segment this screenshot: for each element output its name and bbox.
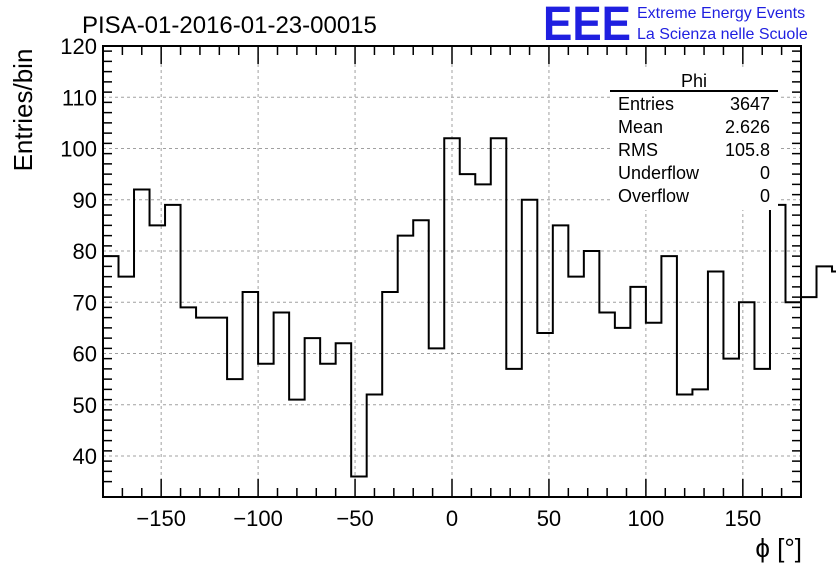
axes-frame — [102, 45, 802, 498]
y-tick-label: 60 — [73, 342, 97, 367]
histogram-bin — [770, 205, 786, 497]
stats-box-background — [610, 70, 778, 210]
histogram-bin — [320, 364, 336, 497]
x-tick-label: −100 — [233, 506, 283, 531]
histogram-bin — [289, 400, 305, 497]
stats-row-value: 0 — [760, 186, 770, 206]
stats-row-label: Underflow — [618, 163, 700, 183]
histogram-bin — [212, 318, 228, 497]
x-tick-label: −50 — [336, 506, 373, 531]
logo-line-1: Extreme Energy Events — [637, 5, 805, 22]
histogram-bin — [723, 359, 739, 497]
histogram-bin — [460, 174, 476, 497]
tick-labels: 40 50 60 70 80 90 100 110 120 −150 −100 −50 0 50 100 15… — [60, 34, 761, 531]
histogram-bin — [661, 256, 677, 497]
chart-title: PISA-01-2016-01-23-00015 — [82, 12, 377, 39]
histogram-bin — [429, 348, 445, 497]
histogram-bin — [475, 184, 491, 497]
histogram-bin — [196, 318, 212, 497]
eee-logo: EEE Extreme Energy Events La Scienza nel… — [543, 0, 808, 51]
stats-box: Phi Entries 3647 Mean 2.626 RMS 105.8 Underflo… — [610, 70, 778, 210]
histogram-bin — [739, 302, 755, 497]
histogram-bin — [382, 292, 398, 497]
y-tick-label: 90 — [73, 188, 97, 213]
eee-logo-mark: EEE — [543, 0, 631, 51]
histogram-bin — [258, 364, 274, 497]
histogram-bin — [351, 477, 367, 498]
histogram-bin — [165, 205, 181, 497]
y-axis-label: Entries/bin — [8, 49, 38, 172]
histogram-bin — [568, 277, 584, 497]
stats-box-name: Phi — [681, 71, 707, 91]
x-tick-label: −150 — [136, 506, 186, 531]
y-tick-label: 100 — [60, 137, 97, 162]
histogram-bin — [630, 287, 646, 497]
histogram-bin — [506, 369, 522, 497]
stats-box-rows: Entries 3647 Mean 2.626 RMS 105.8 Underflow 0 Ov… — [618, 94, 770, 206]
histogram-bin — [119, 277, 135, 497]
histogram-bin — [708, 272, 724, 498]
histogram-bin — [227, 379, 243, 497]
histogram-bin — [692, 389, 708, 497]
histogram-bin — [646, 323, 662, 497]
y-tick-label: 80 — [73, 239, 97, 264]
stats-row-value: 3647 — [730, 94, 770, 114]
stats-row-value: 105.8 — [725, 140, 770, 160]
stats-row-label: RMS — [618, 140, 658, 160]
histogram-bin — [677, 395, 693, 498]
y-tick-label: 120 — [60, 34, 97, 59]
stats-row-label: Mean — [618, 117, 663, 137]
histogram-bin — [522, 200, 538, 497]
stats-row-value: 2.626 — [725, 117, 770, 137]
histogram-bin — [754, 369, 770, 497]
histogram-bin — [413, 220, 429, 497]
histogram-bin — [181, 307, 197, 497]
histogram-bin — [243, 292, 259, 497]
histogram-bin — [336, 343, 352, 497]
x-axis-label: ϕ [°] — [755, 533, 802, 563]
stats-row-label: Overflow — [618, 186, 690, 206]
logo-line-2: La Scienza nelle Scuole — [637, 26, 808, 43]
x-tick-label: 100 — [628, 506, 665, 531]
histogram-bin — [615, 328, 631, 497]
y-tick-label: 50 — [73, 393, 97, 418]
x-tick-label: 0 — [446, 506, 458, 531]
histogram-bin — [491, 138, 507, 497]
y-tick-label: 110 — [62, 85, 97, 110]
histogram-bin — [367, 395, 383, 498]
histogram-bars — [103, 137, 836, 498]
histogram-bin — [584, 251, 600, 497]
stats-row-label: Entries — [618, 94, 674, 114]
stats-row-value: 0 — [760, 163, 770, 183]
histogram-bin — [305, 338, 321, 497]
histogram-bin — [274, 313, 290, 498]
histogram-bin — [398, 236, 414, 497]
histogram-outline — [103, 137, 836, 478]
y-tick-label: 70 — [73, 290, 97, 315]
x-tick-label: 50 — [537, 506, 561, 531]
histogram-bin — [537, 333, 553, 497]
x-tick-label: 150 — [724, 506, 761, 531]
histogram-bin — [134, 190, 150, 498]
y-tick-label: 40 — [73, 444, 97, 469]
